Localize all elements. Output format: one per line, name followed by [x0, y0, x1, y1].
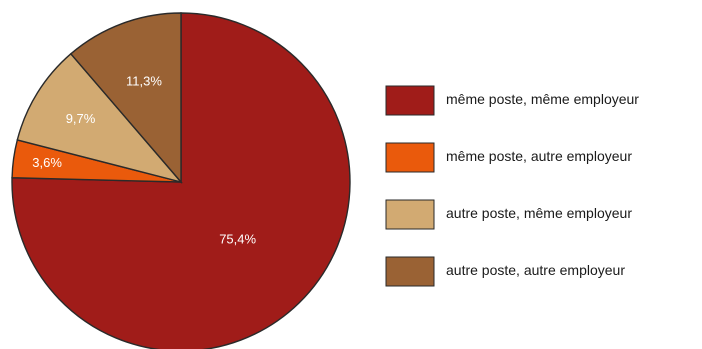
- pie-slice-label: 75,4%: [219, 232, 256, 247]
- legend-label: autre poste, autre employeur: [446, 262, 625, 278]
- pie-slice: [11, 12, 351, 349]
- pie-slice: [16, 52, 183, 184]
- pie-slice-label: 3,6%: [32, 155, 62, 170]
- pie-slice-labels: 75,4% 3,6% 9,7% 11,3%: [32, 74, 256, 247]
- pie-slice-label: 11,3%: [126, 74, 162, 89]
- legend-swatch: [385, 142, 435, 173]
- pie-slice: [69, 12, 182, 184]
- pie-slice-label: 9,7%: [66, 111, 96, 126]
- legend-swatch: [385, 256, 435, 287]
- legend-label: autre poste, même employeur: [446, 205, 632, 221]
- legend: même poste, même employeur même poste, au…: [385, 85, 639, 287]
- legend-swatch: [385, 199, 435, 230]
- legend-label: même poste, autre employeur: [446, 148, 632, 164]
- legend-label: même poste, même employeur: [446, 91, 639, 107]
- pie-slices: [11, 12, 351, 349]
- legend-swatch: [385, 85, 435, 116]
